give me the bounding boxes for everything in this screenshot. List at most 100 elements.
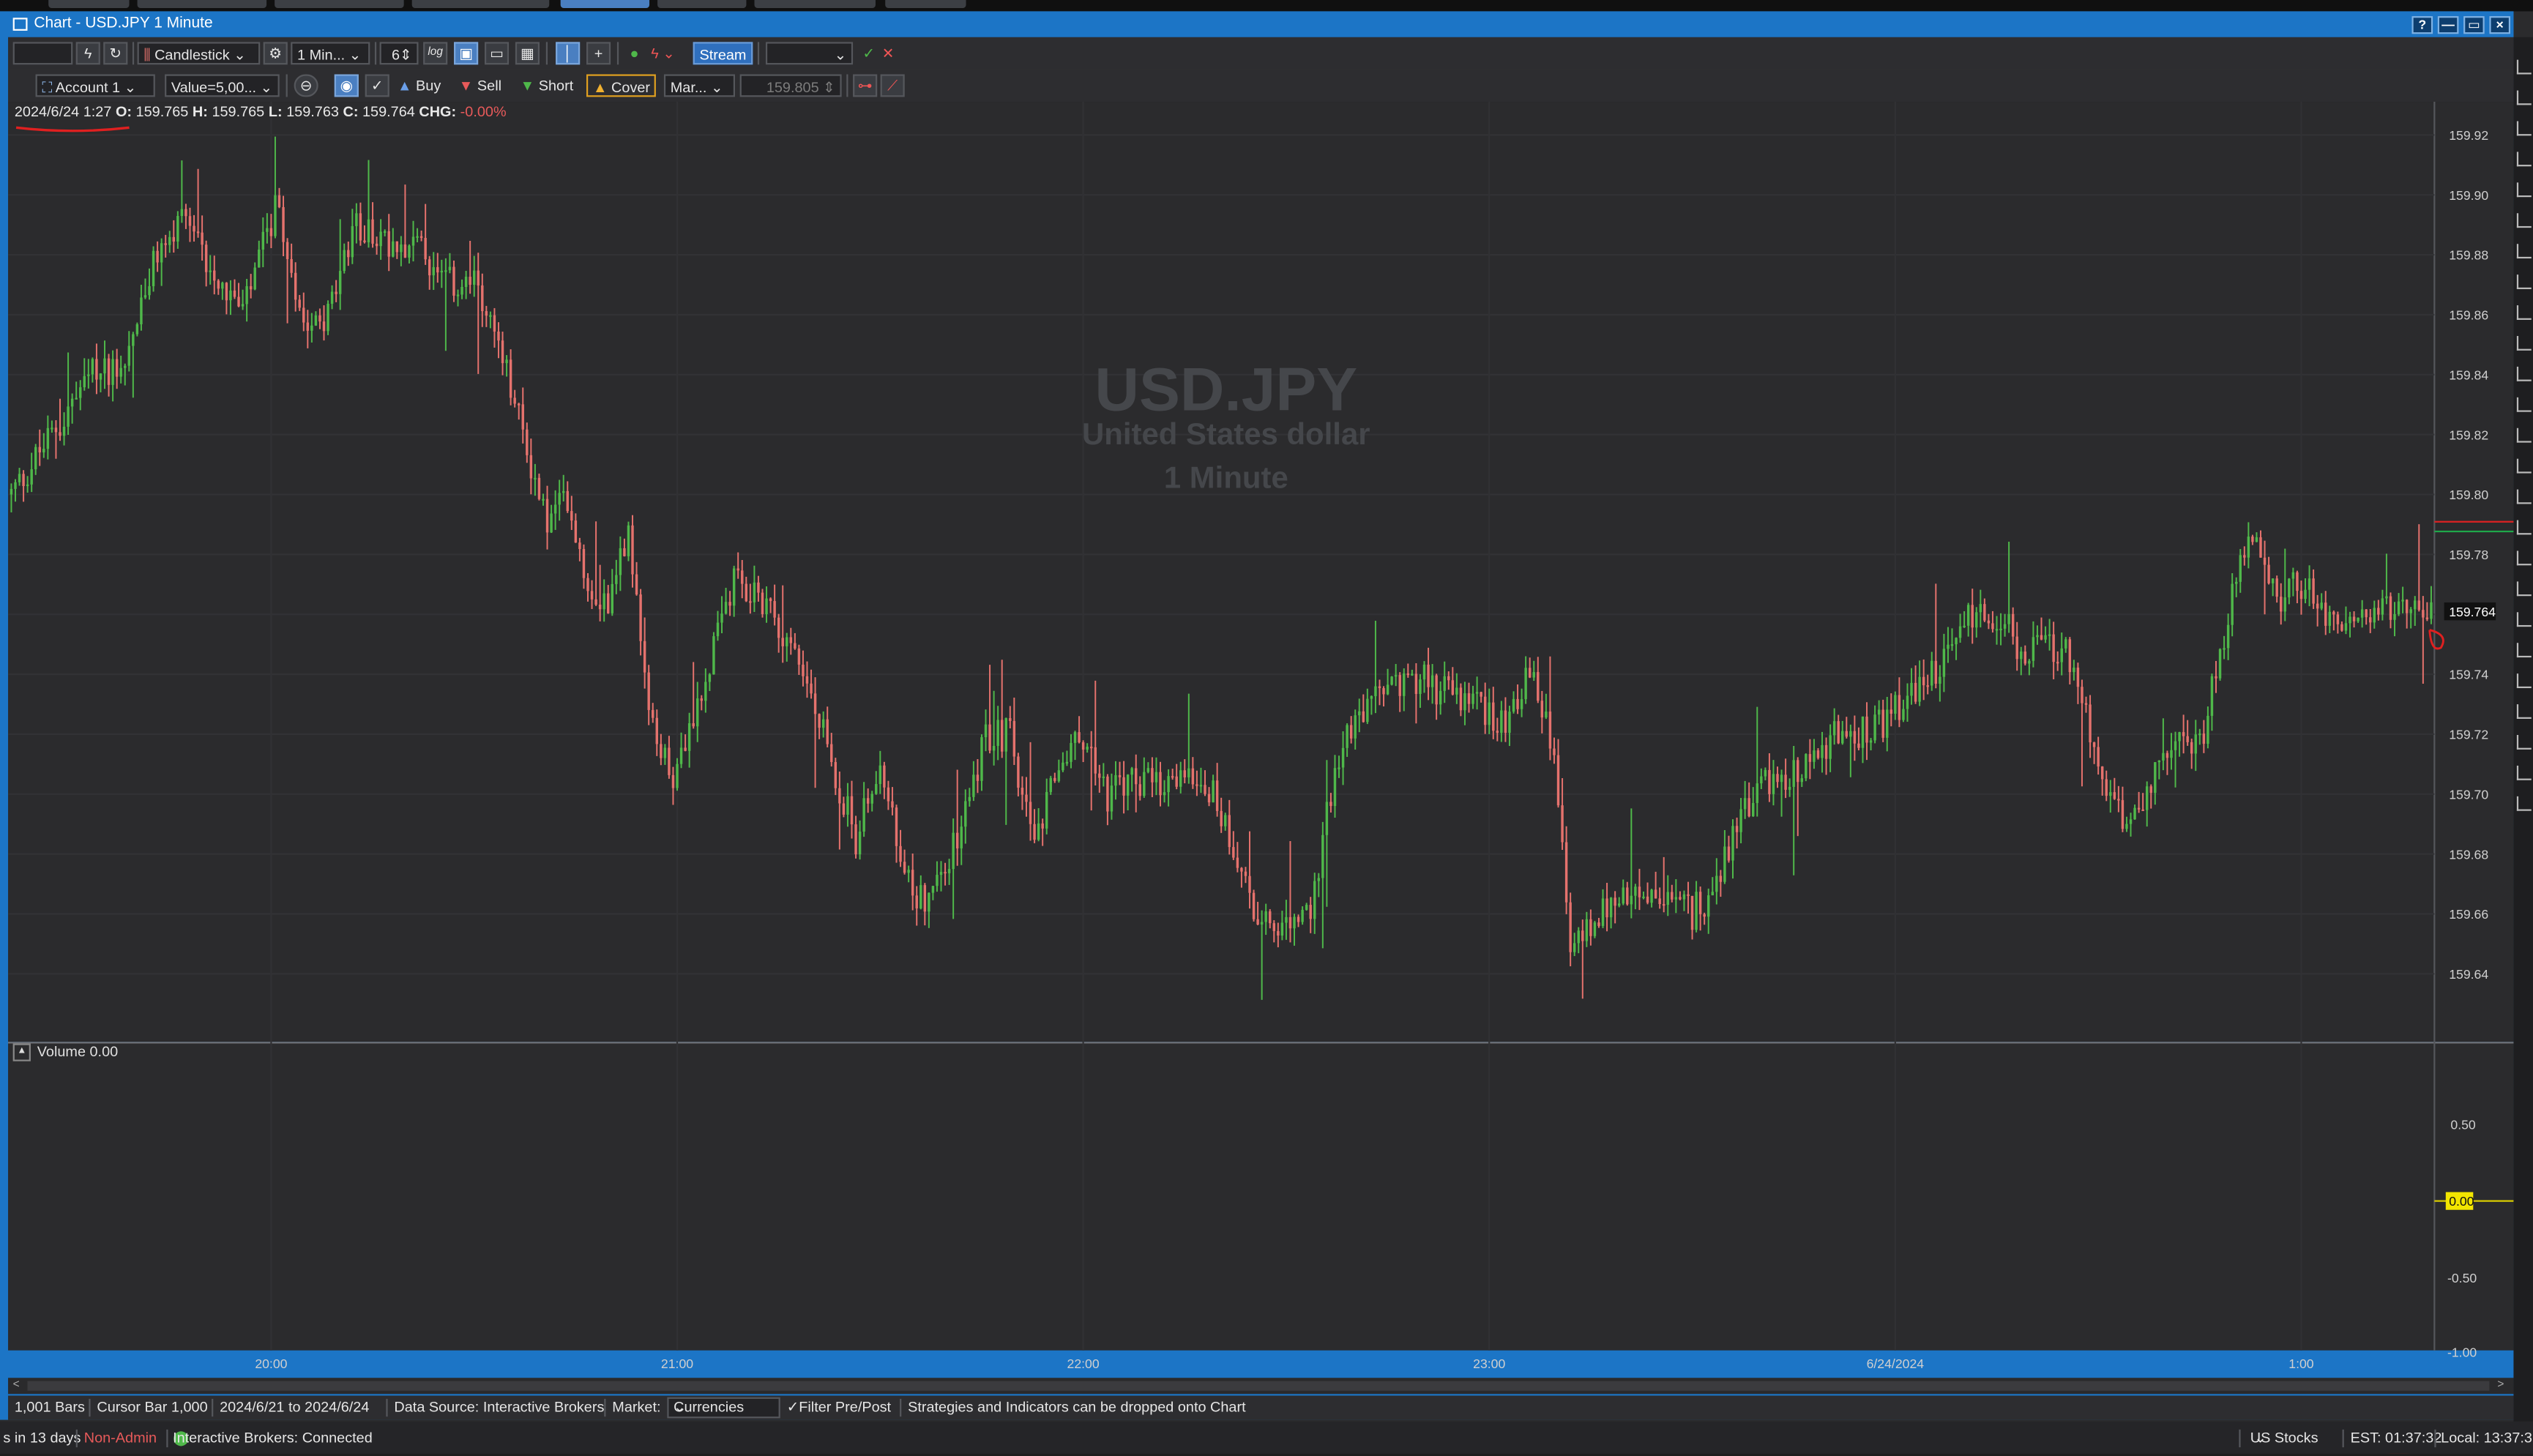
candle (1021, 776, 1024, 810)
candle (534, 463, 537, 496)
candle (887, 780, 890, 810)
candle (1873, 705, 1876, 744)
candle (472, 255, 476, 297)
candle (258, 240, 261, 268)
candle (416, 228, 419, 243)
gear-icon[interactable]: ⚙ (263, 42, 288, 65)
sell-button[interactable]: ▼ Sell (454, 75, 507, 97)
layout-split-icon[interactable]: ▭ (484, 42, 510, 65)
change-label: CHG: (419, 103, 457, 120)
candle (1918, 660, 1921, 706)
short-button[interactable]: ▼ Short (515, 75, 578, 97)
help-button[interactable]: ? (2411, 16, 2433, 34)
chart-type-select[interactable]: ⫼ Candlestick ⌄ (137, 42, 261, 65)
candle (115, 348, 119, 389)
candle (54, 419, 58, 459)
local-clock: Local: 13:37:32 (2441, 1429, 2533, 1446)
candle (1642, 891, 1645, 900)
candle (1898, 677, 1901, 728)
candle (769, 597, 772, 613)
market-hours-select[interactable]: US Stocks ⌄ (2250, 1422, 2319, 1454)
candle (1942, 633, 1946, 692)
no-entry-icon[interactable]: ⊖ (294, 74, 318, 97)
value-select[interactable]: Value=5,00... ⌄ (165, 74, 280, 97)
log-scale-button[interactable]: log (423, 42, 448, 65)
candle (371, 202, 374, 248)
candle (2280, 583, 2283, 625)
candle (838, 771, 841, 850)
candle (1118, 761, 1122, 785)
scroll-left-icon[interactable]: < (12, 1379, 20, 1391)
order-type-select[interactable]: Mar... ⌄ (663, 74, 736, 97)
candle (269, 214, 273, 248)
price-stepper[interactable]: 159.805 ⇕ (739, 74, 842, 97)
candle (655, 709, 658, 756)
cancel-icon[interactable]: ✕ (881, 45, 895, 61)
scroll-right-icon[interactable]: > (2497, 1379, 2504, 1391)
maximize-button[interactable]: ▭ (2463, 16, 2485, 34)
candle (1995, 616, 1999, 645)
volume-tick-2: -1.00 (2447, 1345, 2477, 1360)
candle (2198, 728, 2201, 745)
candle (432, 252, 435, 291)
candle (1829, 724, 1832, 772)
candle (1824, 737, 1828, 775)
drawing-tools-bar[interactable] (2513, 37, 2533, 1422)
candle (663, 744, 667, 765)
bar-count-stepper[interactable]: 6⇕ (379, 42, 419, 65)
candle (854, 815, 857, 859)
alert-icon[interactable]: ϟ ⌄ (651, 45, 675, 61)
candle (1212, 774, 1215, 803)
order-line-icon[interactable]: ⊶ (853, 74, 878, 97)
crosshair-icon[interactable]: + (586, 42, 611, 65)
candle (1808, 739, 1812, 780)
link-icon[interactable]: ϟ (75, 42, 100, 65)
candle (870, 791, 873, 812)
drawing-select[interactable]: ⌄ (765, 42, 854, 65)
candle (2092, 742, 2096, 764)
stream-button[interactable]: Stream (693, 42, 753, 65)
candle (282, 195, 285, 256)
candle (1886, 696, 1889, 752)
interval-select[interactable]: 1 Min... ⌄ (291, 42, 370, 65)
candle (1760, 768, 1763, 789)
candle (875, 771, 878, 795)
market-select[interactable]: Currencies ⌄ (667, 1397, 780, 1419)
buy-button[interactable]: ▲ Buy (392, 75, 446, 97)
candle (1573, 933, 1576, 957)
symbol-input[interactable] (12, 42, 73, 65)
collapse-triangle-icon[interactable]: ▲ (12, 1043, 31, 1062)
candle (939, 861, 943, 892)
confirm-check-icon[interactable]: ✓ (365, 74, 389, 97)
candle (928, 892, 930, 928)
candle (781, 585, 784, 663)
close-button[interactable]: × (2489, 16, 2511, 34)
check-icon[interactable]: ✓ (862, 45, 875, 61)
candle (1151, 757, 1154, 798)
chart-scrollbar[interactable]: < > (8, 1378, 2514, 1395)
candle (1958, 613, 1962, 643)
scroll-thumb[interactable] (27, 1381, 2490, 1391)
filter-checkbox[interactable]: ✓ Filter Pre/Post (787, 1396, 891, 1420)
trend-order-icon[interactable]: ⟋ (880, 74, 905, 97)
layout-single-icon[interactable]: ▣ (454, 42, 479, 65)
cursor-line-icon[interactable]: │ (556, 42, 581, 65)
candle (761, 589, 764, 618)
candle (2032, 621, 2035, 668)
candle (1240, 867, 1243, 888)
candle (1772, 760, 1775, 806)
eye-icon[interactable]: ◉ (334, 74, 359, 97)
candle (558, 479, 561, 521)
candle (2332, 610, 2335, 631)
volume-tick-0: 0.50 (2450, 1117, 2476, 1132)
candle (862, 782, 865, 837)
calendar-icon[interactable]: ▦ (515, 42, 540, 65)
account-select[interactable]: ⛶ Account 1 ⌄ (35, 74, 155, 97)
candle (83, 358, 86, 391)
minimize-button[interactable]: — (2437, 16, 2459, 34)
candle (1797, 757, 1799, 837)
cover-button[interactable]: ▲ Cover (586, 74, 657, 97)
refresh-icon[interactable]: ↻ (103, 42, 128, 65)
